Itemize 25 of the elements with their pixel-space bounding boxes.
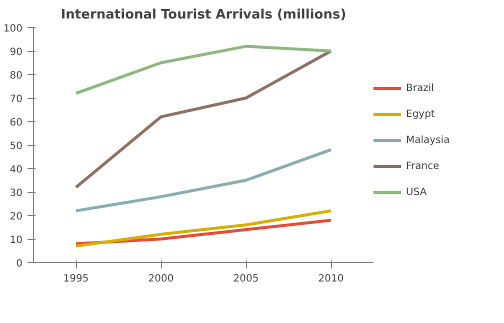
y-tick-label: 60 xyxy=(10,118,23,128)
y-tick-label: 10 xyxy=(10,235,23,246)
legend-label: USA xyxy=(406,186,427,198)
y-tick-label: 30 xyxy=(10,188,23,199)
y-tick-label: 0 xyxy=(16,258,23,270)
line-series xyxy=(74,209,332,248)
y-tick-label: 50 xyxy=(10,141,23,152)
y-tick-label: 90 xyxy=(10,47,23,58)
legend-label: Malaysia xyxy=(406,134,450,146)
y-tick-label: 70 xyxy=(10,94,23,105)
x-tick-label: 2000 xyxy=(148,274,174,284)
y-tick-label: 100 xyxy=(3,24,23,34)
x-tick-label: 1995 xyxy=(63,274,89,284)
x-tick-label: 2005 xyxy=(233,274,259,284)
line-series xyxy=(74,44,332,95)
chart-title: International Tourist Arrivals (millions) xyxy=(60,8,346,22)
line-series xyxy=(74,148,332,212)
legend-label: France xyxy=(406,160,440,172)
legend-label: Brazil xyxy=(406,82,434,94)
y-tick-label: 20 xyxy=(10,212,23,222)
line-series xyxy=(74,50,332,189)
x-tick-label: 2010 xyxy=(318,274,344,284)
y-tick-label: 80 xyxy=(10,70,23,82)
legend-label: Egypt xyxy=(406,108,435,120)
y-tick-label: 40 xyxy=(10,164,23,176)
